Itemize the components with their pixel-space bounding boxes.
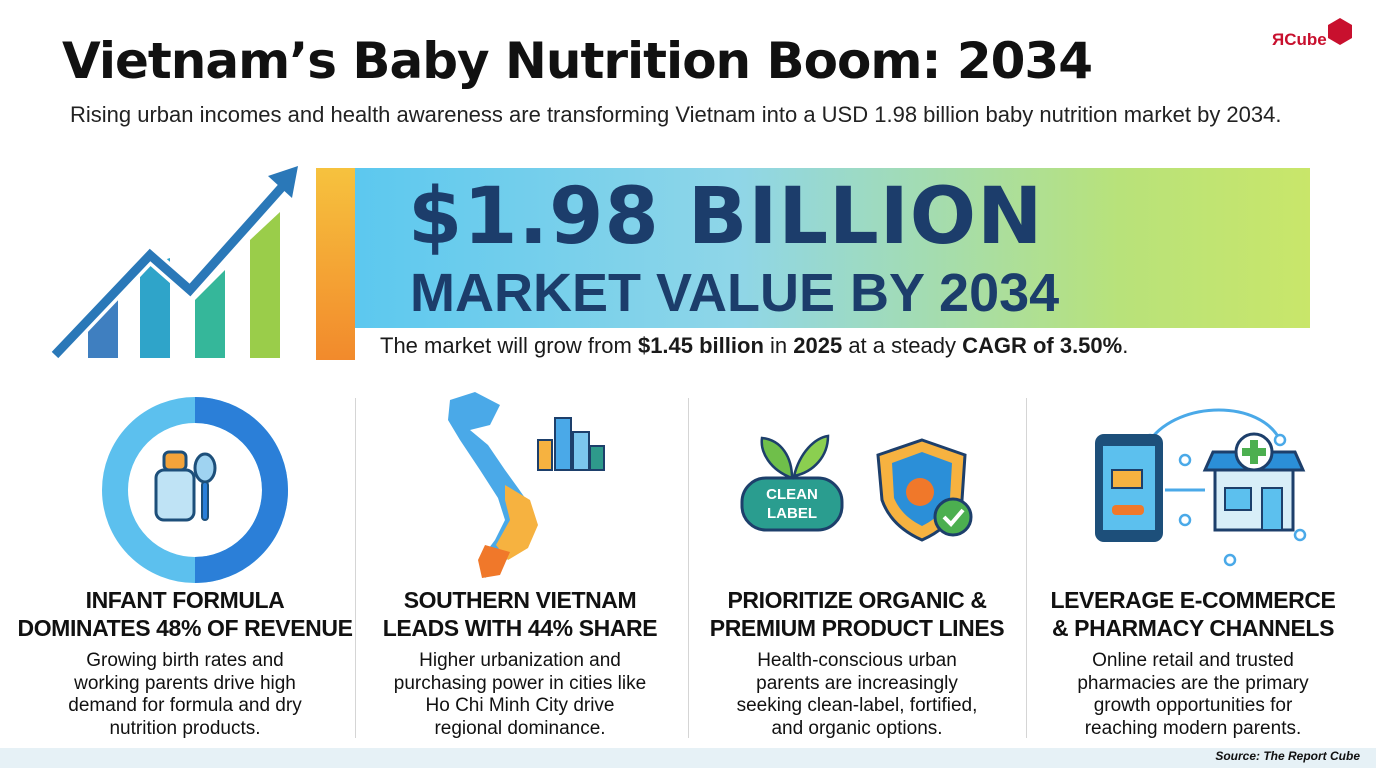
card-body-line: and organic options. — [771, 717, 943, 739]
clean-label-text: CLEAN — [766, 486, 818, 503]
card-title: DOMINATES 48% OF REVENUE — [17, 615, 353, 641]
sentence-part: The market will grow from — [380, 333, 638, 358]
clean-label-icon: CLEAN LABEL — [740, 434, 973, 542]
sentence-part: in — [763, 333, 794, 358]
card-body: Growing birth rates and working parents d… — [15, 650, 355, 740]
card-title: LEADS WITH 44% SHARE — [382, 615, 658, 641]
map-icon — [448, 392, 605, 578]
channels-icon — [1095, 408, 1307, 567]
card: LEVERAGE E-COMMERCE & PHARMACY CHANNELS On… — [1023, 586, 1363, 740]
sentence-part: . — [1122, 333, 1129, 358]
card-body-line: demand for formula and dry — [68, 695, 302, 716]
card-body-line: Ho Chi Minh City drive — [425, 695, 615, 716]
subtitle: Rising urban incomes and health awarenes… — [70, 102, 1282, 127]
hero-banner — [355, 168, 1310, 328]
card-body: Higher urbanization and purchasing power … — [350, 650, 690, 740]
card-title: & PHARMACY CHANNELS — [1051, 615, 1335, 641]
divider — [355, 398, 356, 738]
card-body-line: working parents drive high — [74, 672, 296, 694]
card: SOUTHERN VIETNAM LEADS WITH 44% SHARE High… — [350, 586, 690, 740]
growth-sentence: The market will grow from $1.45 billion … — [380, 333, 1128, 359]
sentence-part: CAGR of 3.50% — [962, 333, 1123, 358]
card-title: SOUTHERN VIETNAM — [403, 587, 637, 613]
headline: $1.98 BILLION — [408, 172, 1044, 262]
card-body-line: Online retail and trusted — [1092, 650, 1294, 671]
card-title: PRIORITIZE ORGANIC & — [727, 587, 987, 613]
card: PRIORITIZE ORGANIC & PREMIUM PRODUCT LINE… — [687, 586, 1027, 740]
card-body-line: Growing birth rates and — [86, 650, 284, 671]
clean-label-text: LABEL — [767, 505, 817, 522]
card-body-line: nutrition products. — [109, 717, 261, 739]
card-body-line: regional dominance. — [434, 717, 606, 739]
sentence-part: 2025 — [793, 333, 843, 358]
accent-bar — [316, 168, 355, 360]
logo-icon — [1328, 18, 1352, 45]
card-body: Health-conscious urban parents are increa… — [687, 650, 1027, 740]
card-body-line: Higher urbanization and — [419, 650, 621, 671]
growth-icon — [49, 166, 298, 361]
divider — [1026, 398, 1027, 738]
card-title: PREMIUM PRODUCT LINES — [709, 615, 1005, 641]
donut-icon — [102, 397, 288, 583]
source: Source: The Report Cube — [1215, 749, 1360, 763]
card-body: Online retail and trusted pharmacies are … — [1023, 650, 1363, 740]
sentence-part: $1.45 billion — [637, 333, 764, 358]
divider — [688, 398, 689, 738]
title: Vietnam’s Baby Nutrition Boom: 2034 — [62, 32, 1093, 90]
card-body-line: growth opportunities for — [1093, 695, 1293, 716]
card-body-line: seeking clean-label, fortified, — [736, 695, 978, 716]
sentence-part: at a steady — [842, 333, 963, 358]
card-body-line: reaching modern parents. — [1084, 717, 1302, 739]
logo: ЯCube — [1272, 30, 1327, 49]
footer-bar — [0, 748, 1376, 768]
card-body-line: purchasing power in cities like — [393, 672, 647, 694]
card-body-line: pharmacies are the primary — [1077, 672, 1309, 694]
card: INFANT FORMULA DOMINATES 48% OF REVENUE Gr… — [15, 586, 355, 740]
card-title: INFANT FORMULA — [85, 587, 285, 613]
card-title: LEVERAGE E-COMMERCE — [1050, 587, 1336, 613]
card-body-line: Health-conscious urban — [757, 650, 957, 671]
subheadline: MARKET VALUE BY 2034 — [410, 263, 1060, 323]
card-body-line: parents are increasingly — [756, 672, 958, 694]
